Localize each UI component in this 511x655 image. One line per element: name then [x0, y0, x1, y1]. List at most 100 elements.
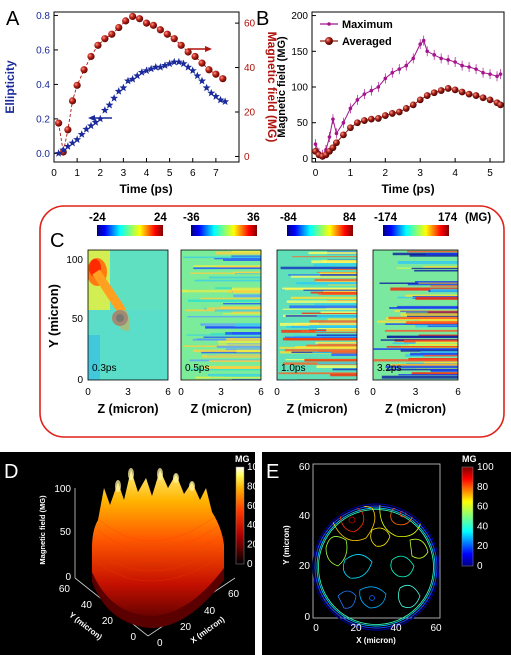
d-ytick-60: 60 — [59, 584, 71, 595]
b-xtick-label: 1 — [348, 168, 354, 179]
a-ellipticity-point — [211, 92, 220, 100]
c-stripe — [293, 335, 357, 338]
c-stripe — [188, 299, 261, 302]
c-stripe — [385, 323, 458, 325]
a-ytick-label: 0.4 — [36, 80, 50, 91]
d-xtick-20: 20 — [180, 622, 192, 633]
c-stripe — [331, 351, 357, 354]
b-averaged-point — [340, 131, 347, 139]
a-ellipticity-point — [193, 71, 202, 80]
a-magnetic-point — [191, 52, 199, 61]
c-ytick-100: 100 — [66, 255, 83, 266]
c-stripe — [216, 345, 261, 348]
c-stripe — [316, 314, 357, 318]
b-maximum-point — [383, 76, 388, 81]
c-stripe — [314, 303, 357, 305]
c-stripe — [234, 273, 261, 275]
c-stripe — [218, 340, 261, 344]
c-stripe — [201, 351, 261, 354]
c-stripe — [400, 313, 458, 316]
a-magnetic-point — [142, 19, 151, 27]
a-xtick-label: 2 — [97, 168, 103, 179]
c-stripe — [430, 288, 458, 292]
b-maximum-point — [481, 70, 485, 75]
b-averaged-point — [402, 105, 410, 112]
e-y-axis: 60 40 20 0 Y (micron) — [282, 462, 310, 623]
c-y-axis: 100 50 0 Y (micron) — [46, 255, 83, 386]
a-magnetic-point — [55, 119, 63, 127]
a-xtick-label: 3 — [121, 168, 127, 179]
b-ytick-label: 150 — [291, 47, 308, 58]
a-ellipticity-point — [151, 62, 160, 71]
c-stripe — [301, 312, 357, 314]
c-stripe — [203, 365, 261, 369]
b-averaged-point — [333, 139, 340, 147]
c-stripe — [306, 344, 357, 347]
c-colorbar-4 — [383, 225, 449, 236]
d-colorbar-tick: 0 — [247, 559, 253, 570]
c-x-axis-label: Z (micron) — [286, 402, 347, 416]
b-maximum-point — [397, 67, 402, 71]
a-y2-axis-label: Magnetic field (MG) — [265, 32, 279, 143]
a-ytick-label: 0.0 — [36, 149, 50, 160]
c-stripe — [190, 368, 261, 371]
a-xtick-label: 6 — [190, 168, 196, 179]
b-maximum-point — [334, 131, 339, 136]
d-surface — [92, 468, 224, 628]
c-stripe — [315, 341, 357, 344]
c-x-axis-label: Z (micron) — [385, 402, 446, 416]
b-averaged-point — [444, 85, 452, 92]
b-xtick-label: 3 — [417, 168, 423, 179]
a-magnetic-point — [73, 81, 81, 89]
c-heatmap-1: 0.3ps — [87, 249, 169, 381]
c-stripe — [397, 261, 458, 264]
b-averaged-point — [374, 115, 382, 122]
a-magnetic-line — [58, 15, 224, 153]
c-stripe — [223, 259, 261, 261]
c-stripe — [373, 348, 458, 350]
c-stripe — [420, 351, 458, 354]
c-stripe — [284, 336, 357, 338]
a-magnetic-point — [64, 126, 72, 134]
c-stripe — [330, 373, 357, 377]
c-stripe — [427, 325, 458, 327]
c-stripe — [214, 258, 261, 260]
c-stripe — [388, 316, 458, 320]
a-magnetic-point — [101, 35, 109, 43]
b-maximum-point — [331, 117, 335, 121]
a-magnetic-point — [212, 70, 220, 78]
b-maximum-point — [498, 72, 503, 76]
c-xtick-label: 3 — [125, 387, 131, 398]
e-x-axis-label: X (micron) — [356, 636, 396, 645]
a-ellipticity-point — [142, 66, 151, 75]
a-magnetic-point — [122, 17, 130, 25]
c-stripe — [205, 326, 261, 329]
d-ytick-40: 40 — [81, 600, 93, 611]
d-colorbar-tick: 60 — [247, 501, 259, 512]
panel-e-background — [262, 452, 511, 655]
a-ellipticity-point — [119, 83, 128, 92]
a-ellipticity-point — [165, 59, 174, 68]
a-y2tick-label: 0 — [244, 152, 250, 163]
c-xtick-label: 3 — [218, 387, 224, 398]
c-stripe — [316, 334, 357, 336]
b-averaged-point — [353, 119, 361, 127]
panel-letter-d: D — [4, 461, 18, 483]
a-arrow-left — [88, 115, 112, 121]
c-stripe — [289, 305, 357, 309]
a-ellipticity-point — [114, 87, 123, 95]
a-ellipticity-point — [110, 94, 119, 102]
c-stripe — [282, 337, 357, 341]
c-ytick-50: 50 — [72, 314, 84, 325]
c-stripe — [225, 332, 261, 335]
a-magnetic-point — [156, 26, 164, 34]
b-averaged-point — [395, 108, 403, 116]
a-ellipticity-point — [179, 59, 188, 68]
d-colorbar-tick: 20 — [247, 540, 259, 551]
c-stripe — [227, 290, 261, 293]
c-stripe — [284, 349, 357, 352]
c-stripe — [226, 338, 261, 341]
c-stripe — [233, 294, 261, 298]
c-stripe — [232, 287, 261, 291]
a-ellipticity-point — [147, 64, 156, 73]
